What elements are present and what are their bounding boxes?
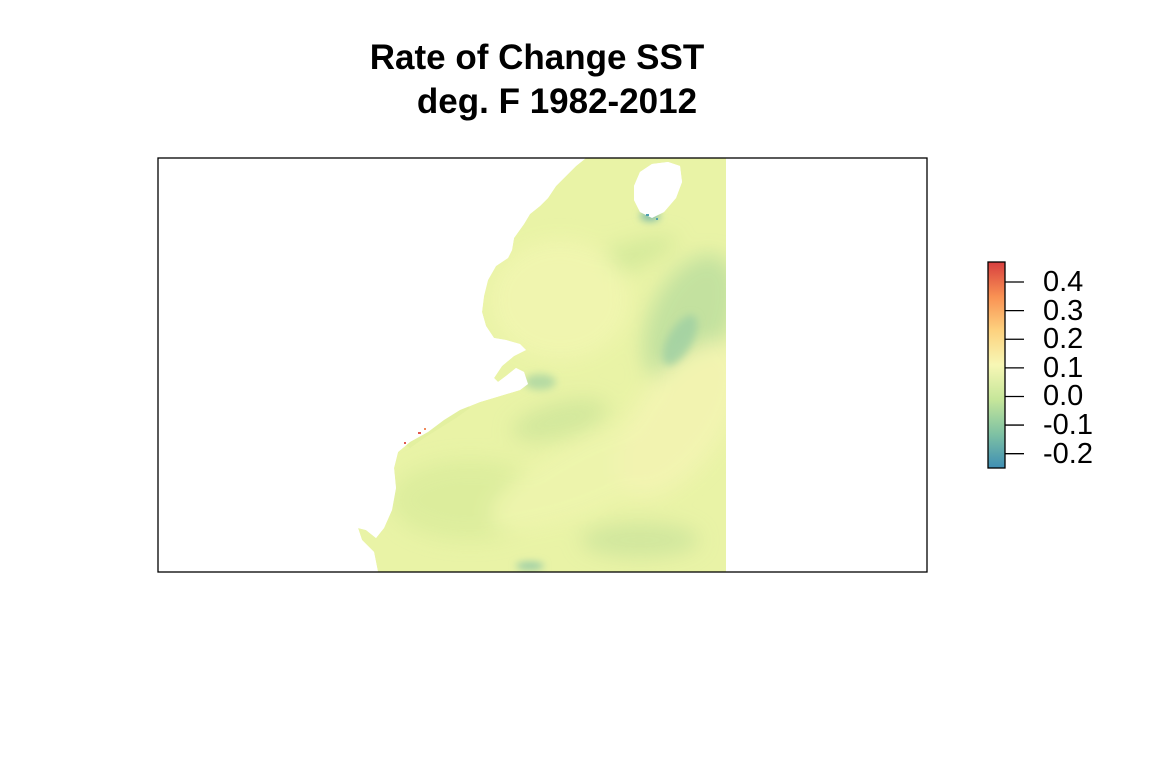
map-panel	[158, 158, 927, 572]
map-title-line-2: deg. F 1982-2012	[416, 82, 698, 121]
legend-frame	[987, 261, 1006, 469]
bay-hole-mask	[634, 162, 682, 218]
land-mask	[158, 158, 586, 572]
legend-tick-label: -0.2	[1043, 437, 1093, 470]
legend-tick-label: 0.2	[1043, 323, 1084, 356]
legend-tick-label: -0.1	[1043, 409, 1093, 442]
map-title-line-1: Rate of Change SST	[369, 38, 705, 77]
legend-tick-label: 0.4	[1043, 266, 1084, 299]
legend-tick-label: 0.3	[1043, 294, 1084, 327]
legend-tick-label: 0.1	[1043, 351, 1084, 384]
map-frame	[157, 157, 928, 573]
coastal-hot-spots	[404, 214, 658, 444]
color-legend	[987, 261, 1024, 469]
legend-color-bar	[988, 262, 1005, 468]
legend-ticks	[1005, 281, 1024, 455]
no-data-east	[726, 158, 927, 572]
legend-tick-label: 0.0	[1043, 380, 1084, 413]
